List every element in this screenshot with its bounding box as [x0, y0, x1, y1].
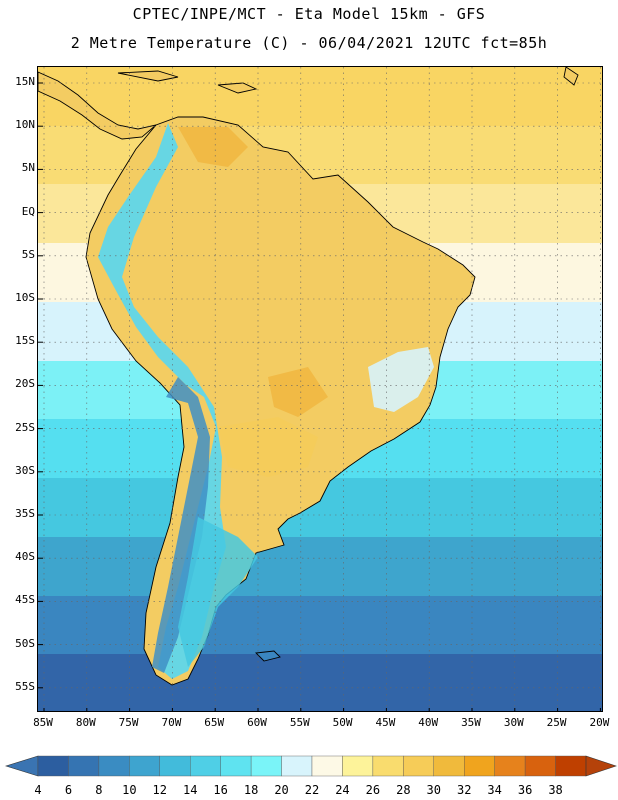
colorbar-label: 6: [64, 783, 73, 797]
longitude-label: 60W: [247, 716, 267, 729]
colorbar-label: 34: [487, 783, 502, 797]
colorbar-cell: [342, 755, 374, 777]
colorbar-cell: [464, 755, 495, 777]
colorbar-cell: [190, 755, 221, 777]
falkland-islands: [255, 650, 281, 662]
longitude-label: 30W: [503, 716, 524, 729]
colorbar-label: 28: [396, 783, 411, 797]
south-brazil-warm: [218, 417, 318, 477]
colorbar-label: 26: [365, 783, 381, 797]
map-canvas: [38, 67, 602, 711]
colorbar-cell: [220, 755, 252, 777]
latitude-label: 20S: [15, 377, 35, 391]
colorbar-label: 30: [426, 783, 441, 797]
colorbar-cell: [98, 755, 130, 777]
colorbar-cell: [403, 755, 434, 777]
colorbar-cell: [250, 755, 282, 777]
colorbar-cell: [555, 755, 587, 777]
colorbar-label: 10: [122, 783, 137, 797]
colorbar-cell: [68, 755, 100, 777]
colorbar-cell: [494, 755, 526, 777]
colorbar-cell: [524, 755, 556, 777]
colorbar-label: 38: [548, 783, 563, 797]
longitude-label: 85W: [33, 716, 53, 729]
colorbar-min-arrow: [4, 755, 39, 777]
latitude-label: 35S: [15, 507, 35, 520]
colorbar-label: 14: [182, 783, 198, 797]
lat-lon-grid: [38, 67, 602, 711]
map-title-line1: CPTEC/INPE/MCT - Eta Model 15km - GFS: [132, 5, 486, 23]
colorbar-max-arrow: [585, 755, 617, 777]
colorbar-cell: [372, 755, 404, 777]
temperature-regions: [98, 123, 434, 679]
colorbar-label: 12: [152, 783, 167, 797]
longitude-label: 65W: [204, 716, 225, 729]
colorbar-label: 8: [95, 783, 103, 797]
temperature-map: [37, 66, 603, 712]
ocean-band: [38, 596, 602, 656]
colorbar-label: 32: [456, 783, 472, 797]
latitude-label: 15S: [15, 334, 35, 348]
latitude-label: 40S: [15, 550, 35, 564]
caribbean-islands: [117, 67, 579, 94]
longitude-label: 45W: [375, 716, 396, 729]
latitude-label: 50S: [15, 636, 35, 650]
patagonia-cool-region: [178, 517, 258, 667]
colorbar-cell: [129, 755, 160, 777]
latitude-label: 5N: [21, 161, 35, 175]
longitude-label: 50W: [332, 716, 353, 729]
latitude-label: 25S: [15, 420, 35, 434]
latitude-label: 5S: [21, 247, 35, 261]
colorbar-cell: [159, 755, 191, 777]
longitude-label: 25W: [546, 716, 567, 729]
colorbar: [4, 755, 617, 777]
longitude-label: 35W: [461, 716, 481, 729]
latitude-label: 15N: [15, 75, 35, 88]
colorbar-cell: [433, 755, 465, 777]
brazil-coast-cool: [368, 347, 434, 412]
central-america-land: [38, 71, 157, 140]
amazon-warm-core: [178, 127, 328, 417]
longitude-label: 40W: [418, 716, 439, 729]
longitude-label: 80W: [75, 716, 96, 729]
colorbar-label: 18: [243, 783, 259, 797]
map-title-line2: 2 Metre Temperature (C) - 06/04/2021 12U…: [70, 34, 548, 52]
ocean-band: [38, 537, 602, 597]
ocean-band: [38, 654, 602, 711]
latitude-label: 45S: [15, 593, 35, 607]
longitude-label: 70W: [161, 716, 182, 729]
longitude-label: 20W: [589, 716, 610, 729]
colorbar-label: 36: [517, 783, 533, 797]
ocean-band: [38, 67, 602, 127]
longitude-label: 55W: [289, 716, 310, 729]
colorbar-cell: [281, 755, 313, 777]
colorbar-cell: [37, 755, 69, 777]
latitude-label: 55S: [15, 679, 35, 693]
colorbar-label: 24: [335, 783, 350, 797]
colorbar-label: 20: [274, 783, 289, 797]
andes-cold-core: [152, 377, 210, 673]
colorbar-cell: [311, 755, 343, 777]
latitude-label: 10S: [15, 291, 35, 304]
latitude-label: EQ: [21, 204, 35, 218]
longitude-label: 75W: [118, 716, 139, 729]
latitude-label: 10N: [15, 118, 35, 132]
latitude-label: 30S: [15, 463, 35, 477]
colorbar-label: 16: [213, 783, 228, 797]
colorbar-label: 4: [34, 783, 42, 797]
colorbar-label: 22: [304, 783, 320, 797]
